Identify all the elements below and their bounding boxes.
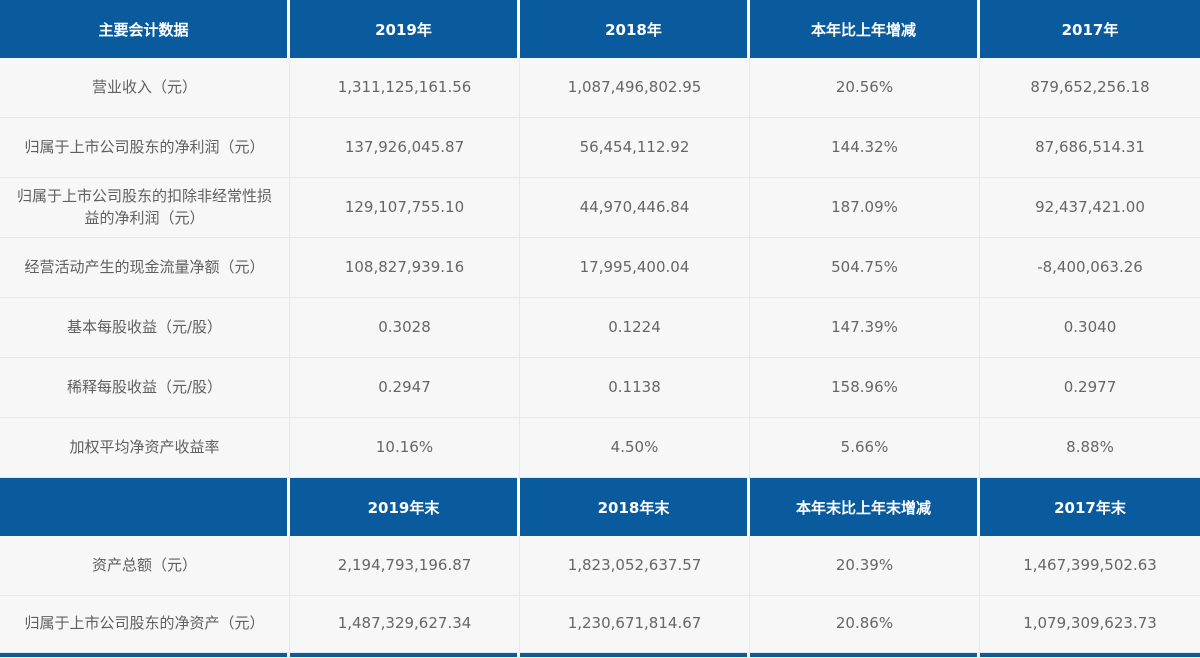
cell-2017-value: -8,400,063.26 xyxy=(980,238,1200,298)
cell-2019-value: 129,107,755.10 xyxy=(290,178,520,238)
row-label: 资产总额（元） xyxy=(0,536,290,596)
cell-2017end-value: 1,079,309,623.73 xyxy=(980,596,1200,653)
cell-2019-value: 1,311,125,161.56 xyxy=(290,58,520,118)
table-row-net-profit: 归属于上市公司股东的净利润（元） 137,926,045.87 56,454,1… xyxy=(0,118,1200,178)
cell-2019-value: 0.2947 xyxy=(290,358,520,418)
cell-2019-value: 0.3028 xyxy=(290,298,520,358)
cell-2019end-value: 2,194,793,196.87 xyxy=(290,536,520,596)
table-row-operating-cash-flow: 经营活动产生的现金流量净额（元） 108,827,939.16 17,995,4… xyxy=(0,238,1200,298)
row-label: 加权平均净资产收益率 xyxy=(0,418,290,478)
table-row-net-profit-excl-nonrecurring: 归属于上市公司股东的扣除非经常性损益的净利润（元） 129,107,755.10… xyxy=(0,178,1200,238)
cell-2019-value: 137,926,045.87 xyxy=(290,118,520,178)
row-label: 归属于上市公司股东的净资产（元） xyxy=(0,596,290,653)
yearend-header-row: 2019年末 2018年末 本年末比上年末增减 2017年末 xyxy=(0,478,1200,536)
cell-change-value: 504.75% xyxy=(750,238,980,298)
row-label: 营业收入（元） xyxy=(0,58,290,118)
row-label: 归属于上市公司股东的扣除非经常性损益的净利润（元） xyxy=(0,178,290,238)
cell-2018-value: 17,995,400.04 xyxy=(520,238,750,298)
cell-2018end-value: 1,823,052,637.57 xyxy=(520,536,750,596)
annual-header-row: 主要会计数据 2019年 2018年 本年比上年增减 2017年 xyxy=(0,0,1200,58)
header-cell-2017: 2017年 xyxy=(980,0,1200,58)
table-row-basic-eps: 基本每股收益（元/股） 0.3028 0.1224 147.39% 0.3040 xyxy=(0,298,1200,358)
cell-2018-value: 56,454,112.92 xyxy=(520,118,750,178)
row-label: 稀释每股收益（元/股） xyxy=(0,358,290,418)
row-label: 基本每股收益（元/股） xyxy=(0,298,290,358)
header-cell-yoy-change: 本年比上年增减 xyxy=(750,0,980,58)
table-row-diluted-eps: 稀释每股收益（元/股） 0.2947 0.1138 158.96% 0.2977 xyxy=(0,358,1200,418)
cutoff-segment xyxy=(290,653,520,657)
cell-change-value: 5.66% xyxy=(750,418,980,478)
header-cell-2017-end: 2017年末 xyxy=(980,478,1200,536)
cell-2018-value: 1,087,496,802.95 xyxy=(520,58,750,118)
cell-2018-value: 44,970,446.84 xyxy=(520,178,750,238)
cell-2019-value: 108,827,939.16 xyxy=(290,238,520,298)
cell-2019-value: 10.16% xyxy=(290,418,520,478)
cell-change-value: 187.09% xyxy=(750,178,980,238)
cell-2018end-value: 1,230,671,814.67 xyxy=(520,596,750,653)
header-cell-2019-end: 2019年末 xyxy=(290,478,520,536)
row-label: 经营活动产生的现金流量净额（元） xyxy=(0,238,290,298)
cell-2018-value: 0.1138 xyxy=(520,358,750,418)
cell-change-value: 20.39% xyxy=(750,536,980,596)
cell-2017-value: 92,437,421.00 xyxy=(980,178,1200,238)
cell-2019end-value: 1,487,329,627.34 xyxy=(290,596,520,653)
cell-2017-value: 8.88% xyxy=(980,418,1200,478)
header-cell-2019: 2019年 xyxy=(290,0,520,58)
header-cell-yearend-change: 本年末比上年末增减 xyxy=(750,478,980,536)
cutoff-segment xyxy=(520,653,750,657)
cell-change-value: 158.96% xyxy=(750,358,980,418)
cell-change-value: 20.56% xyxy=(750,58,980,118)
cell-change-value: 144.32% xyxy=(750,118,980,178)
cutoff-header-strip xyxy=(0,653,1200,657)
cell-2017end-value: 1,467,399,502.63 xyxy=(980,536,1200,596)
table-row-total-assets: 资产总额（元） 2,194,793,196.87 1,823,052,637.5… xyxy=(0,536,1200,596)
cell-change-value: 20.86% xyxy=(750,596,980,653)
header-cell-2018-end: 2018年末 xyxy=(520,478,750,536)
cell-2017-value: 0.3040 xyxy=(980,298,1200,358)
cell-change-value: 147.39% xyxy=(750,298,980,358)
header-cell-main-title: 主要会计数据 xyxy=(0,0,290,58)
table-row-revenue: 营业收入（元） 1,311,125,161.56 1,087,496,802.9… xyxy=(0,58,1200,118)
table-row-net-assets: 归属于上市公司股东的净资产（元） 1,487,329,627.34 1,230,… xyxy=(0,596,1200,653)
cutoff-segment xyxy=(0,653,290,657)
cell-2017-value: 0.2977 xyxy=(980,358,1200,418)
cutoff-segment xyxy=(980,653,1200,657)
cell-2017-value: 87,686,514.31 xyxy=(980,118,1200,178)
cell-2018-value: 0.1224 xyxy=(520,298,750,358)
header-cell-2018: 2018年 xyxy=(520,0,750,58)
cell-2017-value: 879,652,256.18 xyxy=(980,58,1200,118)
cutoff-segment xyxy=(750,653,980,657)
row-label: 归属于上市公司股东的净利润（元） xyxy=(0,118,290,178)
cell-2018-value: 4.50% xyxy=(520,418,750,478)
header-cell-empty xyxy=(0,478,290,536)
table-row-weighted-avg-roe: 加权平均净资产收益率 10.16% 4.50% 5.66% 8.88% xyxy=(0,418,1200,478)
